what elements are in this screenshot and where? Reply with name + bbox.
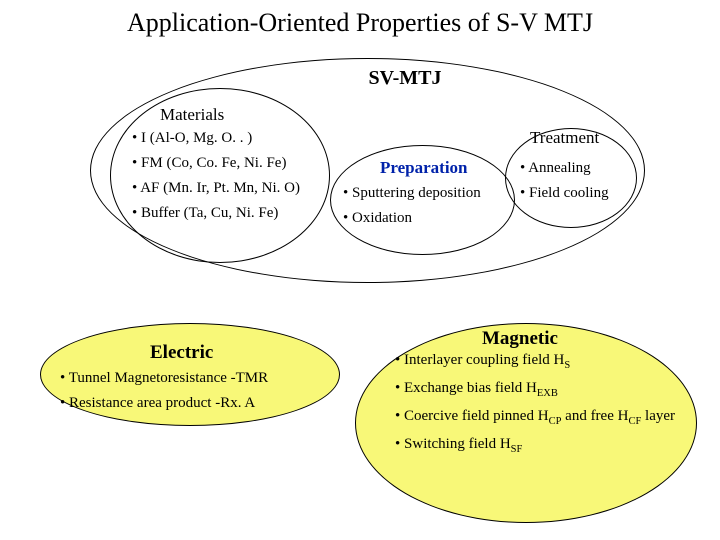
list-item: FM (Co, Co. Fe, Ni. Fe)	[132, 155, 300, 172]
magnetic-list: Interlayer coupling field HS Exchange bi…	[395, 352, 675, 464]
materials-list: I (Al-O, Mg. O. . ) FM (Co, Co. Fe, Ni. …	[132, 130, 300, 230]
list-item: Field cooling	[520, 185, 609, 202]
electric-list: Tunnel Magnetoresistance -TMR Resistance…	[60, 370, 268, 420]
preparation-heading: Preparation	[380, 158, 468, 178]
list-item: Interlayer coupling field HS	[395, 352, 675, 372]
preparation-list: Sputtering deposition Oxidation	[343, 185, 481, 235]
list-item: AF (Mn. Ir, Pt. Mn, Ni. O)	[132, 180, 300, 197]
main-label: SV-MTJ	[340, 67, 470, 90]
list-item: Exchange bias field HEXB	[395, 380, 675, 400]
treatment-list: Annealing Field cooling	[520, 160, 609, 210]
electric-heading: Electric	[150, 342, 213, 364]
list-item: Buffer (Ta, Cu, Ni. Fe)	[132, 205, 300, 222]
list-item: Resistance area product -Rx. A	[60, 395, 268, 412]
list-item: Coercive field pinned HCP and free HCF l…	[395, 408, 675, 428]
magnetic-heading: Magnetic	[482, 328, 558, 350]
list-item: I (Al-O, Mg. O. . )	[132, 130, 300, 147]
page-title: Application-Oriented Properties of S-V M…	[0, 8, 720, 38]
list-item: Switching field HSF	[395, 436, 675, 456]
treatment-heading: Treatment	[530, 128, 599, 148]
list-item: Tunnel Magnetoresistance -TMR	[60, 370, 268, 387]
list-item: Sputtering deposition	[343, 185, 481, 202]
list-item: Annealing	[520, 160, 609, 177]
materials-heading: Materials	[160, 105, 224, 125]
list-item: Oxidation	[343, 210, 481, 227]
